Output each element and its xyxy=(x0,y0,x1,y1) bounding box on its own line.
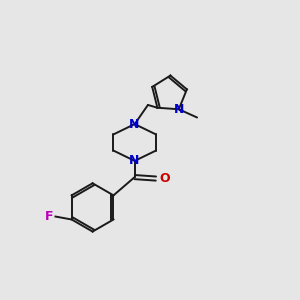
Text: N: N xyxy=(174,103,184,116)
Text: O: O xyxy=(160,172,170,185)
Text: N: N xyxy=(129,154,139,167)
Text: N: N xyxy=(129,118,139,130)
Text: F: F xyxy=(45,210,53,223)
